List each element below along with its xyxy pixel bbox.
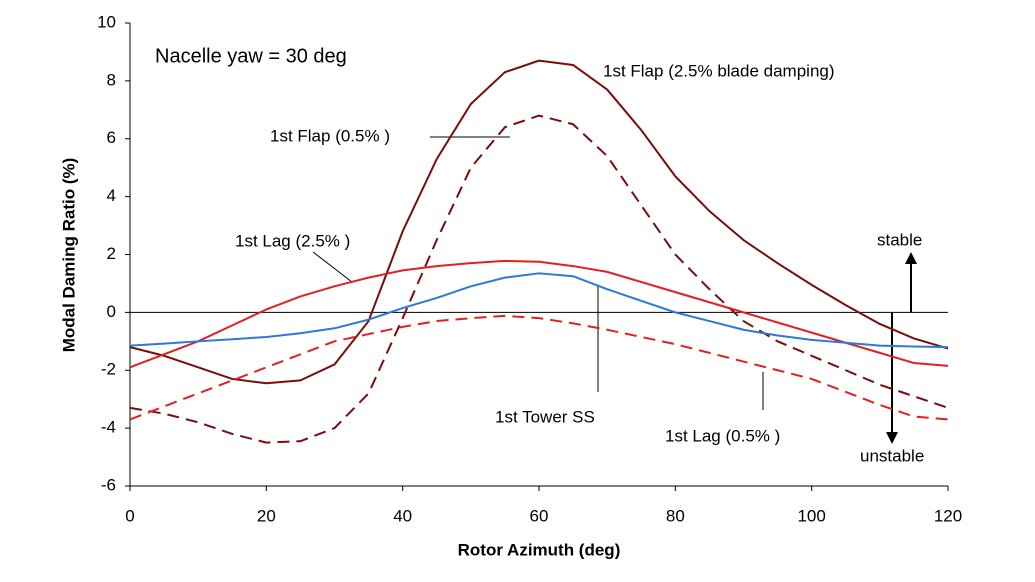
x-tick-label: 60	[530, 506, 549, 525]
y-tick-label: 10	[97, 12, 116, 31]
annotation: 1st Flap (2.5% blade damping)	[603, 61, 835, 80]
leader-line	[312, 251, 353, 283]
annotation: stable	[877, 230, 922, 249]
annotation: unstable	[860, 446, 924, 465]
y-tick-label: 2	[107, 244, 116, 263]
y-tick-label: -4	[101, 418, 116, 437]
x-tick-label: 80	[666, 506, 685, 525]
x-tick-label: 120	[934, 506, 962, 525]
series-line	[129, 259, 949, 369]
y-tick-label: -6	[101, 475, 116, 494]
annotation: Nacelle yaw = 30 deg	[155, 45, 347, 67]
x-tick-label: 20	[257, 506, 276, 525]
x-tick-label: 100	[797, 506, 825, 525]
y-tick-label: 4	[107, 186, 116, 205]
y-tick-label: -2	[101, 360, 116, 379]
x-tick-label: 40	[393, 506, 412, 525]
series-line	[129, 114, 949, 444]
x-tick-label: 0	[125, 506, 134, 525]
x-axis-label: Rotor Azimuth (deg)	[458, 540, 621, 559]
series-line	[129, 272, 949, 349]
annotation: 1st Tower SS	[495, 407, 595, 426]
annotation: 1st Flap (0.5% )	[270, 126, 390, 145]
y-tick-label: 6	[107, 128, 116, 147]
y-axis-label: Modal Daming Ratio (%)	[59, 158, 78, 353]
annotation: 1st Lag (2.5% )	[235, 231, 350, 250]
y-tick-label: 8	[107, 70, 116, 89]
series-line	[129, 59, 949, 385]
annotation: 1st Lag (0.5% )	[665, 426, 780, 445]
y-tick-label: 0	[107, 302, 116, 321]
series-line	[129, 314, 949, 421]
